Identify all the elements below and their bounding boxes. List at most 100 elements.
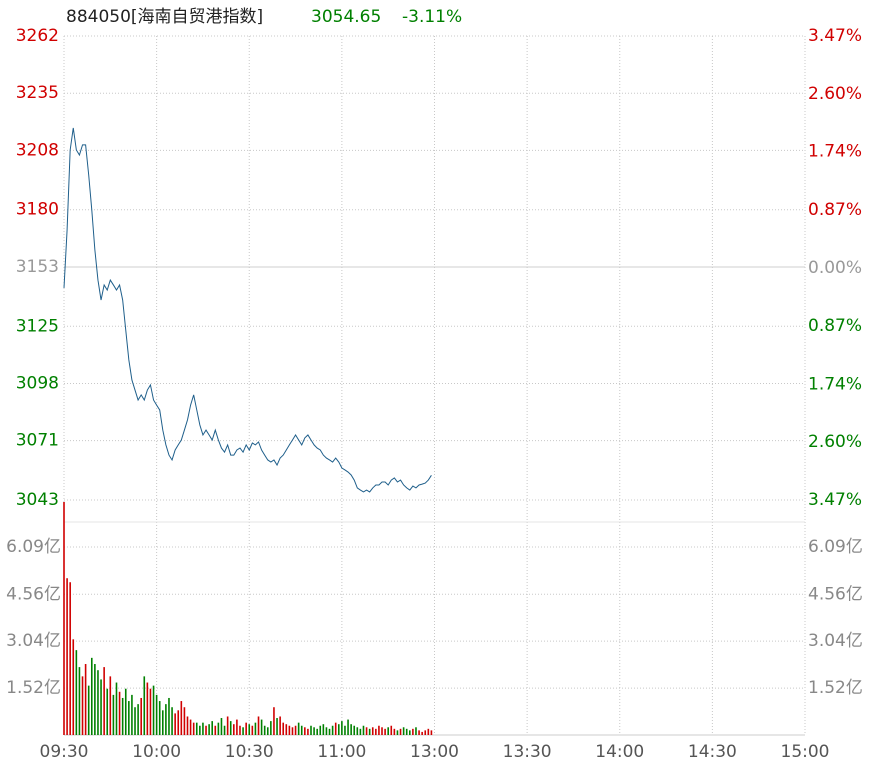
- volume-bar: [97, 670, 99, 735]
- volume-bar: [390, 725, 393, 735]
- volume-bar: [115, 682, 118, 735]
- last-price: 3054.65: [311, 7, 381, 27]
- y2-tick-label: 2.60%: [808, 84, 862, 104]
- volume-bar: [266, 727, 269, 735]
- volume-bar: [211, 721, 213, 735]
- volume-bar: [149, 688, 152, 735]
- volume-bar: [365, 727, 368, 735]
- volume-bar: [356, 727, 359, 735]
- volume-bar: [337, 724, 340, 735]
- x-tick-label: 09:30: [40, 742, 89, 762]
- volume-bar: [66, 578, 68, 735]
- volume-bar: [124, 688, 127, 735]
- y2-tick-label: 3.47%: [808, 26, 862, 46]
- volume-bar: [399, 728, 402, 735]
- volume-bar: [279, 716, 281, 735]
- volume-bar: [276, 718, 278, 735]
- volume-bar: [325, 727, 328, 735]
- x-tick-label: 11:00: [317, 742, 366, 762]
- volume-bar: [220, 718, 223, 735]
- volume-bar: [282, 722, 285, 735]
- price-line: [63, 127, 432, 493]
- x-tick-label: 10:30: [225, 742, 274, 762]
- y-tick-label: 3043: [16, 490, 59, 510]
- volume-bar: [134, 707, 136, 735]
- volume-bar: [189, 719, 192, 735]
- volume-bar: [205, 725, 207, 735]
- volume-bar: [396, 730, 399, 735]
- y-tick-label: 1.52亿: [6, 678, 61, 698]
- volume-bar: [359, 728, 362, 735]
- volume-bar: [263, 725, 266, 735]
- x-tick-label: 15:00: [781, 742, 830, 762]
- y2-tick-label: 0.00%: [808, 258, 862, 278]
- volume-bar: [162, 710, 164, 735]
- y-tick-label: 3262: [16, 26, 59, 46]
- y2-tick-label: 2.60%: [808, 432, 862, 452]
- volume-bar: [319, 725, 322, 735]
- volume-bar: [192, 722, 195, 735]
- x-tick-label: 14:00: [595, 742, 644, 762]
- volume-bar: [378, 725, 380, 735]
- volume-bar: [418, 730, 420, 735]
- y2-tick-label: 3.47%: [808, 490, 862, 510]
- y-tick-label: 3071: [16, 431, 59, 451]
- volume-bar: [103, 667, 105, 735]
- volume-bar: [78, 667, 81, 735]
- x-tick-label: 10:00: [132, 742, 181, 762]
- volume-bar: [236, 719, 238, 735]
- y-tick-label: 4.56亿: [6, 584, 61, 604]
- volume-bar: [424, 730, 427, 735]
- volume-bar: [387, 727, 389, 735]
- chart-title: 884050[海南自贸港指数]: [66, 7, 263, 27]
- volume-bar: [128, 701, 130, 735]
- volume-bar: [242, 727, 244, 735]
- volume-bar: [94, 664, 96, 735]
- volume-bar: [112, 694, 115, 735]
- y-tick-label: 1.52亿: [808, 678, 863, 698]
- volume-bar: [152, 685, 155, 735]
- volume-bar: [63, 502, 65, 735]
- volume-bar: [186, 716, 189, 735]
- volume-bar: [81, 676, 84, 735]
- volume-bar: [121, 697, 124, 735]
- price-change: -3.11%: [402, 7, 462, 27]
- y2-tick-label: 0.87%: [808, 200, 862, 220]
- volume-bar: [347, 719, 349, 735]
- volume-bar: [174, 713, 176, 735]
- volume-bar: [72, 639, 75, 735]
- volume-bar: [158, 701, 161, 735]
- volume-bar: [260, 719, 263, 735]
- volume-bar: [430, 730, 433, 735]
- volume-bar: [316, 728, 318, 735]
- volume-bar: [322, 724, 325, 735]
- volume-bar: [350, 724, 352, 735]
- volume-bar: [412, 728, 414, 735]
- volume-bar: [334, 722, 337, 735]
- volume-bar: [402, 727, 405, 735]
- y-tick-label: 3153: [16, 257, 59, 277]
- volume-bar: [183, 707, 186, 735]
- volume-bar: [195, 722, 198, 735]
- volume-bar: [375, 728, 377, 735]
- volume-bar: [331, 725, 334, 735]
- volume-bar: [307, 728, 309, 735]
- volume-bar: [140, 697, 142, 735]
- volume-bar: [393, 728, 396, 735]
- volume-bar: [251, 725, 254, 735]
- volume-bar: [155, 694, 158, 735]
- volume-bar: [254, 722, 257, 735]
- volume-bar: [310, 725, 312, 735]
- volume-bar: [313, 727, 315, 735]
- volume-bar: [415, 727, 417, 735]
- volume-bar: [285, 724, 288, 735]
- y-tick-label: 3180: [16, 200, 59, 220]
- volume-bar: [381, 727, 383, 735]
- volume-bar: [168, 697, 170, 735]
- volume-bar: [239, 725, 241, 735]
- volume-bar: [146, 682, 149, 735]
- volume-bar: [75, 650, 78, 735]
- volume-bar: [362, 725, 365, 735]
- y2-tick-label: 0.87%: [808, 316, 862, 336]
- volume-bar: [180, 701, 183, 735]
